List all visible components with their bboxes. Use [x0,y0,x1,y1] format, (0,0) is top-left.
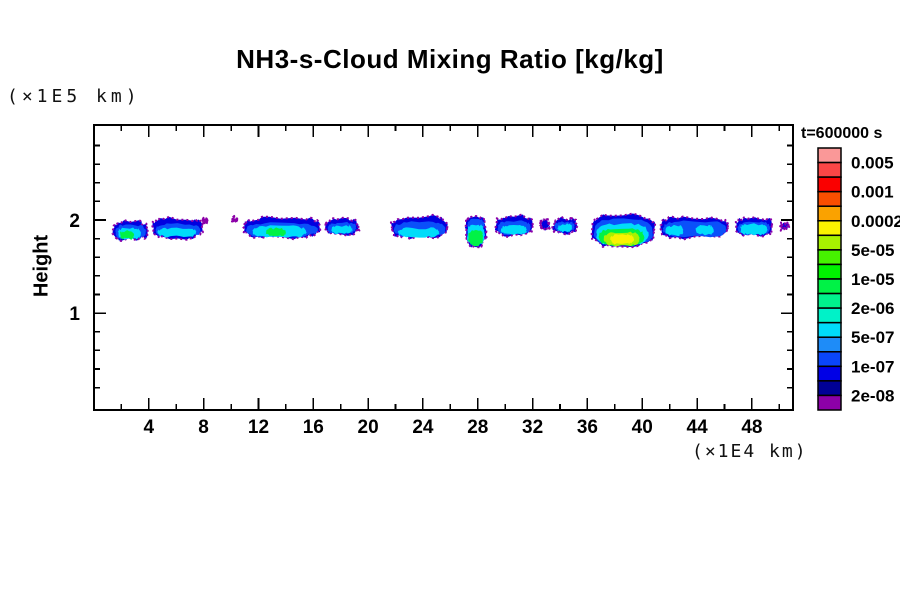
colorbar-segment [817,365,842,382]
y-tick-label: 2 [69,211,80,232]
x-tick-label: 16 [303,417,324,438]
x-tick-label: 32 [522,417,543,438]
chart-title: NH3-s-Cloud Mixing Ratio [kg/kg] [236,44,664,74]
colorbar-segment [817,176,842,193]
cloud-contour-layer [557,223,573,233]
colorbar-segment [817,336,842,353]
cloud-contour-outline [200,216,209,226]
colorbar-label: 0.0002 [851,212,900,231]
cloud-contour-layer [120,230,135,240]
cloud-contour-layer [695,225,714,236]
x-tick-label: 24 [412,417,434,438]
x-tick-label: 28 [467,417,488,438]
cloud-blob [734,216,774,238]
colorbar-segment [817,351,842,368]
cloud-blob [779,220,791,232]
x-tick-label: 20 [358,417,379,438]
colorbar-segment [817,205,842,222]
colorbar-segment [817,394,842,411]
cloud-contour-layer [468,229,484,247]
x-tick-label: 8 [198,417,209,438]
cloud-contour-layer [740,223,768,236]
cloud-blob [659,215,730,241]
y-axis-unit-label: (×1E5 km) [7,86,141,107]
cloud-blob [389,213,449,241]
colorbar-label: 1e-07 [851,357,894,376]
cloud-contour-layer [500,225,528,235]
plot-frame [93,124,794,411]
colorbar-label: 0.005 [851,154,894,173]
cloud-contour-layer [157,227,197,238]
cloud-blob [241,215,322,241]
x-tick-label: 44 [687,417,709,438]
colorbar-segment [817,380,842,397]
colorbar-label: 0.001 [851,183,894,202]
colorbar-segment [817,278,842,295]
x-tick-label: 48 [741,417,762,438]
cloud-contour-outline [779,220,791,232]
colorbar-segment [817,263,842,280]
colorbar-segment [817,190,842,207]
colorbar-label: 5e-05 [851,241,894,260]
cloud-blob [590,212,657,249]
cloud-contour-layer [397,227,440,238]
cloud-blob [200,216,209,226]
cloud-blob [230,214,239,224]
colorbar-segment [817,147,842,164]
colorbar-label: 1e-05 [851,270,894,289]
cloud-blob [539,217,551,232]
cloud-blob [551,215,579,236]
cloud-contour-layer [266,227,286,237]
colorbar-segment [817,249,842,266]
colorbar-segment [817,220,842,237]
cloud-blob [493,213,535,238]
cloud-blob [463,215,488,249]
cloud-contour-layer [665,224,684,237]
colorbar-segment [817,321,842,338]
colorbar-label: 2e-08 [851,386,894,405]
cloud-blob [111,219,149,242]
cloud-blob [324,216,361,237]
colorbar-segment [817,292,842,309]
cloud-blob [151,215,204,241]
x-tick-label: 36 [577,417,598,438]
colorbar-label: 2e-06 [851,299,894,318]
colorbar-segment [817,234,842,251]
x-tick-label: 40 [632,417,653,438]
colorbar-segment [817,307,842,324]
colorbar-label: 5e-07 [851,328,894,347]
legend-title: t=600000 s [801,125,883,142]
colorbar-segment [817,161,842,178]
cloud-contour-outline [539,217,551,232]
cloud-contour-outline [230,214,239,224]
x-tick-label: 4 [144,417,155,438]
x-tick-label: 12 [248,417,269,438]
x-axis-unit-label: (×1E4 km) [692,441,808,462]
cloud-contour-layer [331,225,353,235]
y-tick-label: 1 [69,304,80,325]
cloud-contour-layer [610,234,635,245]
